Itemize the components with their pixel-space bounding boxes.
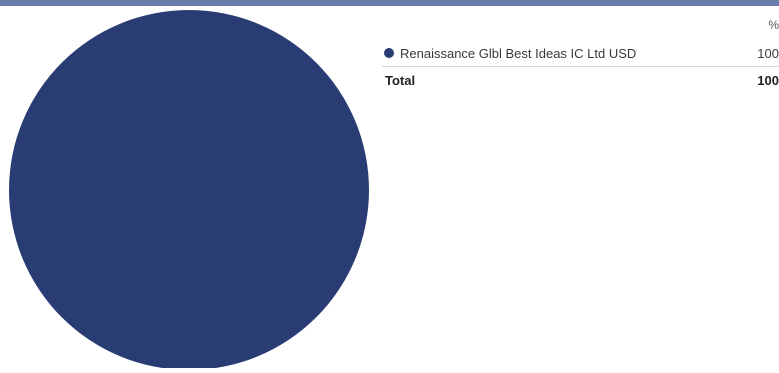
series-color-dot [384,48,394,58]
pie-chart-area [0,0,380,370]
section-header-bar [0,0,779,6]
total-row: Total 100 [382,67,779,93]
total-value: 100 [757,72,779,88]
legend-item-label: Renaissance Glbl Best Ideas IC Ltd USD [400,45,637,61]
total-label: Total [385,72,416,88]
pie-slice [9,10,369,370]
pie-chart [9,10,369,370]
legend-item-value: 100 [757,45,779,61]
percent-column-header: % [768,18,779,32]
legend-row: Renaissance Glbl Best Ideas IC Ltd USD 1… [382,40,779,67]
legend-table: % Renaissance Glbl Best Ideas IC Ltd USD… [382,12,779,93]
legend-header: % [382,12,779,40]
